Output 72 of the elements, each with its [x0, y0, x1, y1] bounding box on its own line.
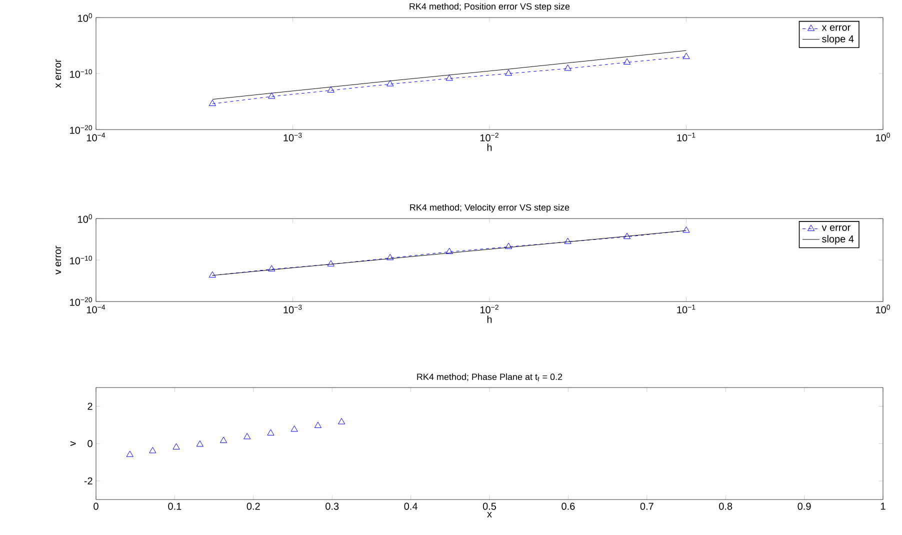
point	[244, 433, 251, 440]
x-axis-title: x	[487, 512, 492, 518]
y-tick-label: 10$^{−10}$	[70, 69, 92, 78]
x-tick-label: 10$^{−4}$	[86, 133, 106, 142]
x-tick-label: 10$^{−2}$	[480, 132, 498, 142]
chart-title: RK4 method; Position error VS step size	[410, 3, 570, 12]
point	[327, 86, 334, 93]
y-tick-label: -2	[84, 478, 92, 485]
chart-title: RK4 method; Phase Plane at t$_{f}$ = 0.2	[417, 374, 562, 382]
legend-label: x error	[822, 26, 850, 32]
point	[208, 272, 216, 278]
point	[505, 70, 512, 76]
point	[172, 443, 180, 450]
point	[564, 64, 572, 71]
x-axis-title: h	[487, 144, 492, 152]
point	[268, 265, 276, 272]
x-tick-label: 10$^{−2}$	[480, 304, 498, 314]
x-tick-label: 0	[94, 502, 98, 510]
point	[208, 100, 216, 106]
point	[446, 74, 453, 81]
point	[267, 429, 274, 436]
point	[126, 450, 134, 458]
x-tick-label: 10$^{−3}$	[284, 132, 302, 142]
chart-title: RK4 method; Velocity error VS step size	[410, 204, 570, 213]
y-axis-title: v	[70, 441, 76, 446]
y-tick-label: 10$^{−20}$	[70, 125, 92, 134]
legend-label: slope 4	[822, 235, 854, 245]
point	[505, 242, 512, 250]
x-tick-label: 0.6	[562, 502, 575, 510]
x-tick-label: 0.2	[246, 502, 260, 510]
x-tick-label: 0.7	[640, 502, 654, 510]
point	[446, 248, 453, 254]
y-axis-title: x error	[56, 60, 62, 88]
point	[268, 92, 276, 99]
y-tick-label: 0	[88, 440, 92, 448]
line-series	[212, 50, 686, 100]
legend-label: slope 4	[822, 35, 854, 45]
point	[220, 436, 228, 444]
x-tick-label: 0.9	[798, 502, 811, 510]
y-tick-label: 10$^{0}$	[78, 214, 92, 224]
y-tick-label: 10$^{−20}$	[70, 297, 92, 306]
point	[682, 226, 690, 233]
point	[386, 254, 394, 260]
point	[623, 58, 631, 65]
x-tick-label: 0.4	[404, 502, 418, 510]
x-tick-label: 0.8	[719, 502, 732, 510]
y-tick-label: 10$^{−10}$	[70, 256, 92, 265]
point	[149, 447, 156, 454]
y-tick-label: 10$^{0}$	[78, 13, 92, 22]
point	[338, 418, 346, 424]
x-tick-label: 1	[880, 502, 886, 510]
x-tick-label: 10$^{−4}$	[86, 304, 106, 314]
legend-label: v error	[822, 226, 850, 232]
x-tick-label: 0.1	[168, 502, 182, 510]
x-tick-label: 10$^{−3}$	[284, 304, 302, 314]
point	[327, 260, 334, 267]
y-tick-label: 2	[88, 402, 92, 410]
x-tick-label: 10$^{−1}$	[677, 304, 696, 314]
point	[682, 52, 690, 60]
x-tick-label: 10$^{0}$	[876, 304, 890, 314]
x-tick-label: 0.5	[482, 502, 496, 510]
point	[564, 238, 572, 244]
x-tick-label: 10$^{−1}$	[677, 133, 696, 142]
point	[623, 232, 631, 240]
point	[196, 440, 204, 447]
point	[386, 80, 394, 87]
point	[314, 422, 322, 428]
x-tick-label: 10$^{0}$	[876, 132, 890, 142]
y-axis-title: v error	[56, 246, 62, 275]
x-tick-label: 0.3	[326, 502, 339, 510]
point	[290, 426, 298, 432]
x-axis-title: h	[487, 316, 492, 324]
